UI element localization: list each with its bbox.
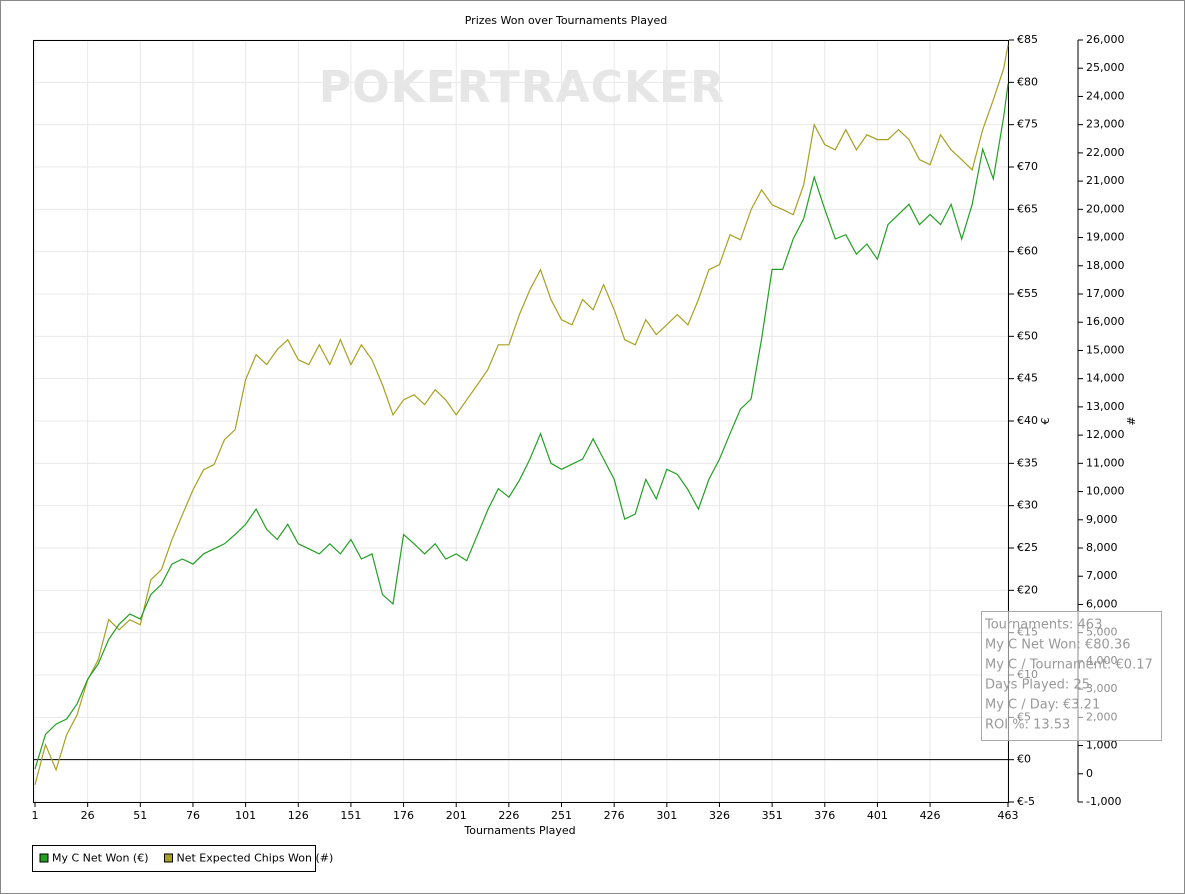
y2-tick-label: 26,000 (1086, 33, 1125, 46)
x-tick-label: 76 (186, 809, 200, 822)
x-tick-label: 463 (998, 809, 1019, 822)
x-tick-label: 126 (288, 809, 309, 822)
y2-tick-label: 21,000 (1086, 174, 1125, 187)
y2-tick-label: 23,000 (1086, 118, 1125, 131)
info-box: Tournaments: 463 My C Net Won: €80.36 My C… (981, 611, 1162, 741)
info-line: My C / Tournament: €0.17 (985, 658, 1153, 673)
y-tick-label: €20 (1017, 583, 1038, 596)
y2-tick-label: -1,000 (1086, 795, 1121, 808)
info-line: My C / Day: €3.21 (985, 698, 1100, 713)
x-tick-label: 426 (920, 809, 941, 822)
series-line (34, 83, 1009, 770)
x-tick-label: 201 (446, 809, 467, 822)
y-tick-label: €30 (1017, 499, 1038, 512)
y2-tick-label: 0 (1086, 767, 1093, 780)
y2-tick-label: 20,000 (1086, 202, 1125, 215)
y-tick-label: €65 (1017, 202, 1038, 215)
chart-title: Prizes Won over Tournaments Played (465, 14, 668, 27)
y2-tick-label: 18,000 (1086, 259, 1125, 272)
y2-tick-label: 10,000 (1086, 485, 1125, 498)
y2-tick-label: 12,000 (1086, 428, 1125, 441)
y2-tick-label: 25,000 (1086, 61, 1125, 74)
x-tick-label: 351 (762, 809, 783, 822)
x-tick-label: 301 (656, 809, 677, 822)
y2-tick-label: 6,000 (1086, 597, 1118, 610)
y2-tick-label: 19,000 (1086, 231, 1125, 244)
plot-border (33, 40, 1009, 803)
y2-tick-label: 22,000 (1086, 146, 1125, 159)
x-axis-title: Tournaments Played (463, 824, 575, 837)
info-line: ROI %: 13.53 (985, 718, 1070, 733)
y-tick-label: €85 (1017, 33, 1038, 46)
info-box-bg (981, 611, 1162, 741)
y-tick-label: €50 (1017, 329, 1038, 342)
y2-tick-label: 7,000 (1086, 569, 1118, 582)
y-tick-label: €25 (1017, 541, 1038, 554)
x-tick-label: 151 (340, 809, 361, 822)
info-line: My C Net Won: €80.36 (985, 638, 1131, 653)
y2-tick-label: 13,000 (1086, 400, 1125, 413)
info-line: Days Played: 25 (985, 678, 1090, 693)
legend-label: My C Net Won (€) (52, 852, 149, 865)
x-tick-label: 51 (133, 809, 147, 822)
x-tick-label: 376 (814, 809, 835, 822)
y2-tick-label: 24,000 (1086, 89, 1125, 102)
x-tick-label: 1 (32, 809, 39, 822)
x-tick-label: 401 (867, 809, 888, 822)
info-line: Tournaments: 463 (984, 618, 1102, 633)
y2-tick-label: 9,000 (1086, 513, 1118, 526)
y2-tick-label: 11,000 (1086, 456, 1125, 469)
x-tick-label: 276 (604, 809, 625, 822)
y-tick-label: €35 (1017, 456, 1038, 469)
y-tick-label: €80 (1017, 75, 1038, 88)
y-tick-label: €75 (1017, 118, 1038, 131)
x-tick-label: 101 (235, 809, 256, 822)
y-tick-label: €0 (1017, 753, 1031, 766)
y-tick-label: €45 (1017, 372, 1038, 385)
y2-tick-label: 14,000 (1086, 372, 1125, 385)
legend-box (32, 845, 316, 872)
y-tick-label: €60 (1017, 245, 1038, 258)
x-tick-label: 26 (81, 809, 95, 822)
y-tick-label: €40 (1017, 414, 1038, 427)
x-tick-label: 226 (498, 809, 519, 822)
x-tick-label: 251 (551, 809, 572, 822)
y2-tick-label: 17,000 (1086, 287, 1125, 300)
y-axis-title: € (1039, 418, 1052, 425)
y-tick-label: €55 (1017, 287, 1038, 300)
y2-axis-title: # (1125, 416, 1138, 425)
watermark: POKERTRACKER (319, 62, 725, 113)
legend-swatch (39, 853, 49, 863)
y-tick-label: €70 (1017, 160, 1038, 173)
y2-tick-label: 8,000 (1086, 541, 1118, 554)
legend-swatch (164, 853, 173, 863)
x-tick-label: 176 (393, 809, 414, 822)
y-tick-label: €-5 (1017, 795, 1035, 808)
y2-tick-label: 15,000 (1086, 343, 1125, 356)
legend-label: Net Expected Chips Won (#) (177, 852, 334, 865)
y2-tick-label: 16,000 (1086, 315, 1125, 328)
y2-tick-label: 1,000 (1086, 739, 1118, 752)
series-line (34, 44, 1009, 785)
x-tick-label: 326 (709, 809, 730, 822)
